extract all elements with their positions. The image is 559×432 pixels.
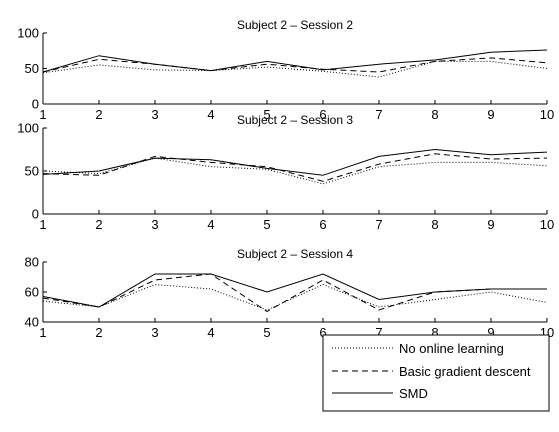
series-line-basic-gradient-descent	[42, 273, 547, 313]
series-line-no-online-learning	[42, 60, 548, 78]
x-tick-label: 8	[431, 107, 438, 122]
chart-legend: No online learning Basic gradient descen…	[322, 334, 550, 412]
x-tick-label: 4	[207, 107, 214, 122]
x-tick-label: 3	[151, 325, 158, 340]
y-tick-label: 50	[25, 164, 39, 179]
x-tick-label: 1	[39, 325, 46, 340]
y-tick-label: 100	[17, 121, 39, 136]
x-tick-label: 8	[431, 325, 438, 340]
series-line-no-online-learning	[42, 157, 548, 185]
y-tick-label: 40	[25, 315, 39, 330]
x-tick-label: 10	[540, 217, 554, 232]
x-tick-label: 1	[39, 217, 46, 232]
x-tick-label: 6	[319, 107, 326, 122]
x-tick-label: 5	[263, 107, 270, 122]
chart-title: Subject 2 – Session 3	[237, 113, 353, 127]
y-tick-label: 100	[17, 26, 39, 41]
legend-label-smd: SMD	[399, 386, 428, 401]
y-tick-label: 0	[32, 207, 39, 222]
y-tick-label: 80	[25, 255, 39, 270]
chart-panel-1: Subject 2 – Session 2 0 50 100 1 2 3 4 5 6 7 8 9 10	[17, 18, 554, 122]
series-line-no-online-learning	[42, 283, 548, 311]
x-tick-label: 7	[375, 217, 382, 232]
series-line-smd	[42, 49, 548, 73]
x-tick-label: 2	[95, 217, 102, 232]
x-tick-label: 5	[263, 217, 270, 232]
x-tick-label: 9	[487, 325, 494, 340]
y-tick-label: 50	[25, 61, 39, 76]
series-line-smd	[42, 148, 548, 176]
chart-panel-2: Subject 2 – Session 3 0 50 100 1 2 3 4 5 6 7 8 9 10	[17, 113, 554, 232]
x-tick-label: 4	[207, 217, 214, 232]
x-tick-label: 6	[319, 325, 326, 340]
y-tick-label: 0	[32, 97, 39, 112]
x-tick-label: 2	[95, 107, 102, 122]
chart-title: Subject 2 – Session 4	[237, 247, 353, 261]
x-tick-label: 3	[151, 107, 158, 122]
x-tick-label: 4	[207, 325, 214, 340]
x-tick-label: 3	[151, 217, 158, 232]
x-tick-label: 5	[263, 325, 270, 340]
series-line-basic-gradient-descent	[42, 57, 548, 73]
legend-box	[322, 334, 550, 412]
x-tick-label: 8	[431, 217, 438, 232]
y-tick-label: 60	[25, 285, 39, 300]
legend-label-no-online-learning: No online learning	[399, 341, 504, 356]
legend-label-basic-gradient-descent: Basic gradient descent	[399, 364, 531, 379]
series-line-basic-gradient-descent	[42, 153, 548, 182]
x-tick-label: 7	[375, 325, 382, 340]
series-line-smd	[42, 273, 547, 308]
x-tick-label: 9	[487, 107, 494, 122]
x-tick-label: 1	[39, 107, 46, 122]
chart-title: Subject 2 – Session 2	[237, 18, 353, 32]
x-tick-label: 7	[375, 107, 382, 122]
x-tick-label: 9	[487, 217, 494, 232]
x-tick-label: 10	[540, 107, 554, 122]
x-tick-label: 2	[95, 325, 102, 340]
x-tick-label: 6	[319, 217, 326, 232]
